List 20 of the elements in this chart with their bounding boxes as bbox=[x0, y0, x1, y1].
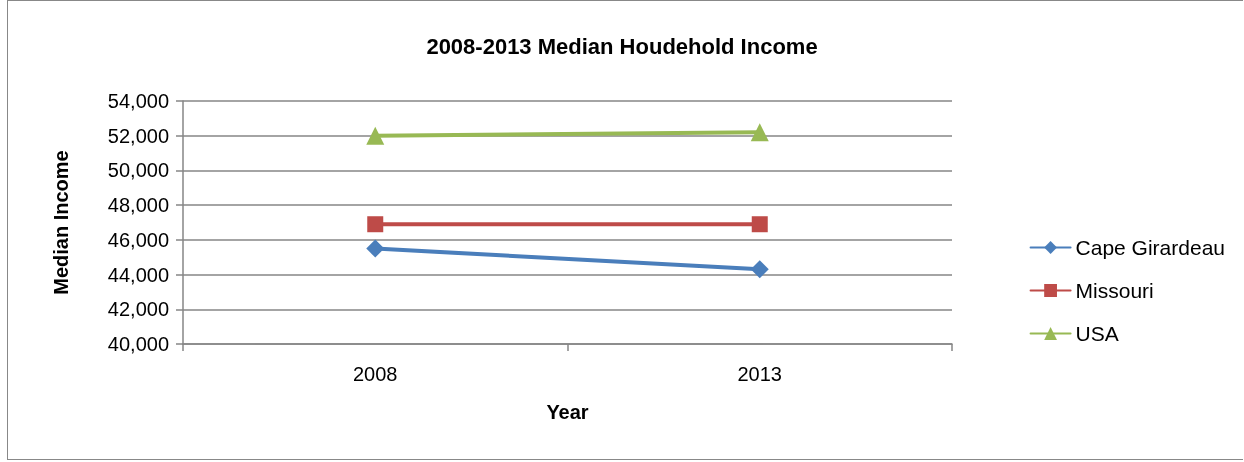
y-tick-label: 44,000 bbox=[107, 263, 169, 286]
legend-label: USA bbox=[1075, 322, 1119, 345]
y-tick-label: 52,000 bbox=[107, 124, 169, 147]
y-tick-label: 46,000 bbox=[107, 228, 169, 251]
y-tick-label: 40,000 bbox=[107, 333, 169, 355]
x-tick-label: 2013 bbox=[737, 363, 782, 385]
legend-label: Cape Girardeau bbox=[1075, 236, 1225, 259]
y-tick-label: 42,000 bbox=[107, 298, 169, 321]
x-tick-label: 2008 bbox=[353, 363, 398, 385]
y-tick-label: 48,000 bbox=[107, 194, 169, 217]
y-tick-label: 54,000 bbox=[107, 90, 169, 112]
point bbox=[367, 216, 384, 233]
legend-label: Missouri bbox=[1075, 279, 1154, 302]
y-axis-title: Median Income bbox=[50, 150, 72, 295]
point bbox=[750, 260, 769, 279]
point bbox=[751, 216, 768, 233]
point bbox=[366, 239, 385, 258]
x-axis-title: Year bbox=[546, 401, 589, 423]
y-tick-label: 50,000 bbox=[107, 159, 169, 182]
chart-title: 2008-2013 Median Houdehold Income bbox=[426, 33, 818, 59]
